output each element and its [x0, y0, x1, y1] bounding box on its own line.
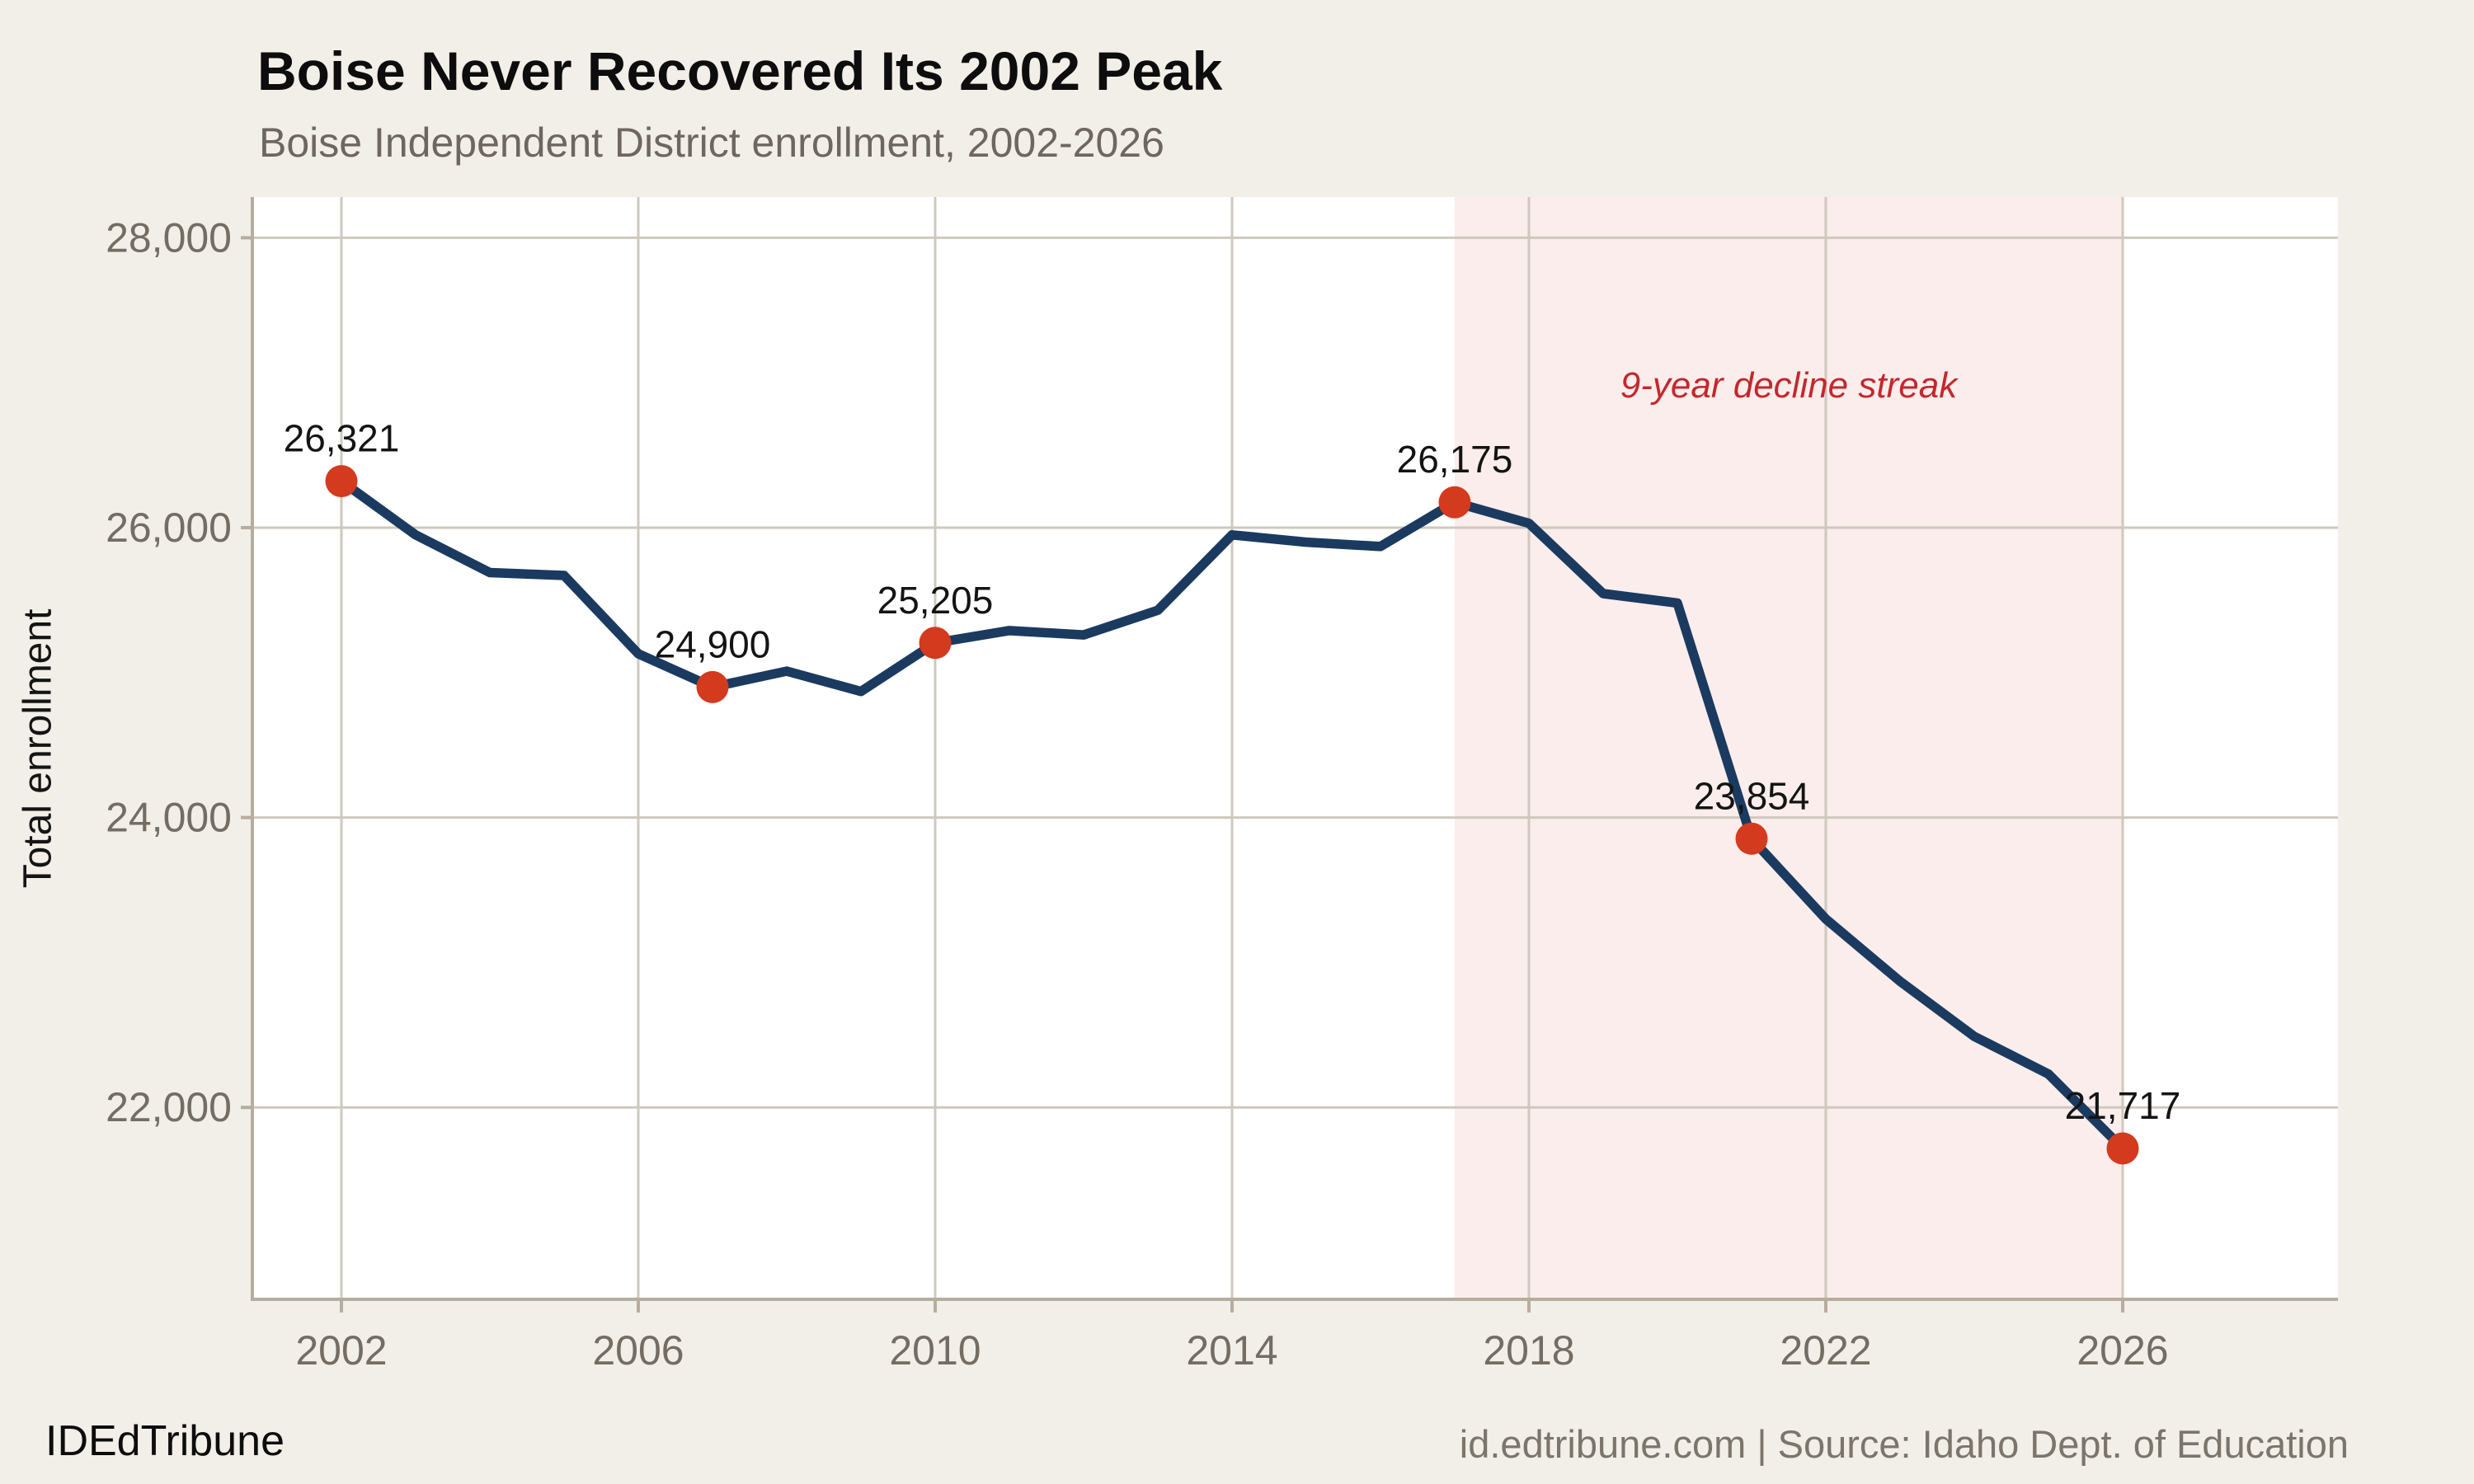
y-tick-label: 24,000 [106, 795, 232, 841]
data-point-dot [696, 670, 729, 703]
chart-title: Boise Never Recovered Its 2002 Peak [257, 40, 1223, 101]
data-point-label: 24,900 [655, 622, 771, 665]
enrollment-line [336, 476, 2128, 1153]
y-tick-label: 28,000 [106, 214, 232, 261]
data-point-dot [325, 465, 358, 498]
x-tick-label: 2014 [1186, 1327, 1277, 1374]
data-point-dot [1438, 486, 1471, 519]
data-point-label: 23,854 [1694, 774, 1810, 817]
footer-source-credit: id.edtribune.com | Source: Idaho Dept. o… [1459, 1422, 2349, 1466]
data-point-dot [2106, 1132, 2139, 1165]
y-tick-label: 22,000 [106, 1084, 232, 1130]
data-point-label: 21,717 [2065, 1084, 2181, 1127]
x-tick-label: 2022 [1780, 1327, 1871, 1374]
x-tick-label: 2002 [295, 1327, 387, 1374]
data-point-label: 25,205 [877, 579, 994, 622]
data-point-dot [1735, 822, 1768, 855]
footer-brand: IDEdTribune [45, 1417, 285, 1465]
data-point-label: 26,321 [284, 417, 400, 460]
data-point-label: 26,175 [1397, 438, 1513, 481]
decline-region [1455, 197, 2123, 1299]
y-tick-label: 26,000 [106, 505, 232, 551]
annotation-decline-streak: 9-year decline streak [1620, 365, 1959, 406]
x-tick-label: 2010 [889, 1327, 981, 1374]
x-tick-label: 2006 [592, 1327, 684, 1374]
x-tick-label: 2026 [2077, 1327, 2168, 1374]
data-point-dot [919, 627, 952, 660]
x-tick-label: 2018 [1483, 1327, 1574, 1374]
chart-subtitle: Boise Independent District enrollment, 2… [259, 120, 1164, 166]
